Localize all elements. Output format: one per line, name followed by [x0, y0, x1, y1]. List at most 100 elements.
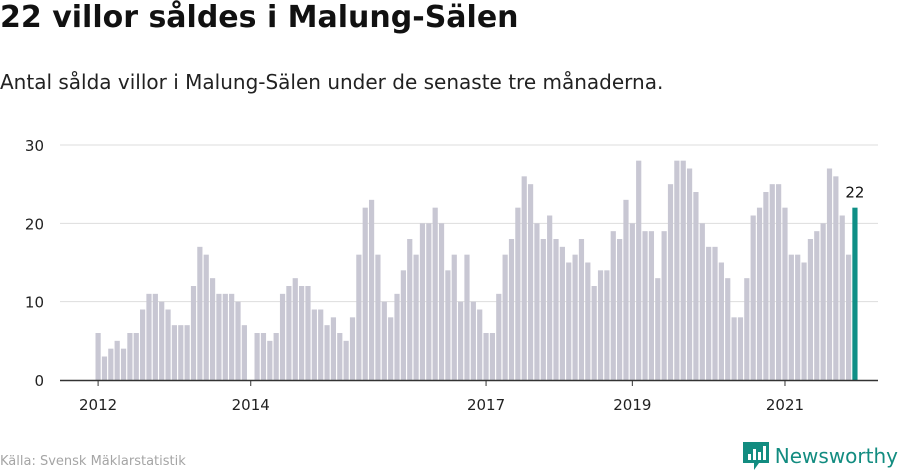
bar	[127, 333, 133, 380]
bar	[324, 325, 330, 380]
bar	[610, 231, 616, 380]
y-tick-label: 20	[25, 215, 44, 233]
bar	[502, 254, 508, 380]
bar	[737, 317, 744, 380]
bar	[833, 176, 839, 380]
bar	[190, 286, 197, 380]
bar	[254, 333, 260, 380]
bar	[273, 333, 279, 380]
bar	[483, 333, 489, 380]
bar	[553, 239, 559, 380]
x-tick-label: 2012	[79, 396, 117, 414]
bar	[661, 231, 667, 380]
bar	[311, 309, 317, 380]
bar	[413, 254, 419, 380]
bar	[108, 348, 114, 380]
bar	[814, 231, 820, 380]
bar	[330, 317, 337, 380]
bar	[337, 333, 343, 380]
bar	[521, 176, 527, 380]
bar	[839, 215, 845, 380]
bar	[623, 199, 629, 380]
bar	[788, 254, 794, 380]
bar	[750, 215, 756, 380]
bar	[451, 254, 457, 380]
bar	[159, 301, 165, 380]
bar	[547, 215, 553, 380]
bar	[171, 325, 178, 380]
bar	[426, 223, 432, 380]
bar	[807, 239, 814, 380]
x-tick-label: 2014	[232, 396, 270, 414]
bar	[845, 254, 852, 380]
bar	[184, 325, 190, 380]
bar	[477, 309, 483, 380]
bar	[496, 293, 502, 380]
bar	[706, 246, 712, 380]
bar	[292, 278, 298, 380]
x-tick-label: 2021	[766, 396, 804, 414]
bar	[356, 254, 362, 380]
bar	[572, 254, 578, 380]
bar	[419, 223, 426, 380]
bar	[114, 340, 120, 380]
bar	[782, 207, 788, 380]
bar	[470, 301, 476, 380]
bar	[731, 317, 737, 380]
bar	[400, 270, 406, 380]
bar	[776, 184, 782, 380]
bar	[642, 231, 648, 380]
bar	[209, 278, 216, 380]
bar	[629, 223, 635, 380]
bar	[235, 301, 241, 380]
bar	[636, 160, 642, 380]
bar	[362, 207, 368, 380]
bar	[756, 207, 763, 380]
bar	[216, 293, 222, 380]
bar	[152, 293, 158, 380]
bar	[101, 356, 108, 380]
highlight-bar	[852, 207, 858, 380]
bar	[299, 286, 305, 380]
bar	[260, 333, 267, 380]
bar	[725, 278, 731, 380]
source-note: Källa: Svensk Mäklarstatistik	[0, 454, 186, 469]
x-tick-label: 2017	[467, 396, 505, 414]
bar	[617, 239, 623, 380]
newsworthy-logo-icon	[742, 442, 769, 470]
bar	[229, 293, 235, 380]
bar	[388, 317, 394, 380]
bar	[458, 301, 464, 380]
brand-name: Newsworthy	[774, 444, 898, 468]
bar	[591, 286, 597, 380]
bar	[349, 317, 356, 380]
bar	[489, 333, 496, 380]
bar	[343, 340, 349, 380]
bar	[464, 254, 470, 380]
bar	[559, 246, 565, 380]
bar	[820, 223, 826, 380]
bar	[826, 168, 833, 380]
bar	[515, 207, 521, 380]
bar	[381, 301, 387, 380]
x-tick-label: 2019	[613, 396, 651, 414]
bar	[432, 207, 438, 380]
bar	[305, 286, 311, 380]
bar	[585, 262, 591, 380]
bar	[178, 325, 184, 380]
bar	[674, 160, 680, 380]
chart-title: 22 villor såldes i Malung-Sälen	[0, 0, 519, 35]
bar	[801, 262, 807, 380]
bar	[718, 262, 724, 380]
bar	[699, 223, 705, 380]
highlight-data-label: 22	[845, 184, 864, 202]
bar	[133, 333, 139, 380]
bar	[680, 160, 686, 380]
bar	[95, 333, 101, 380]
brand-logo: Newsworthy	[742, 442, 898, 470]
bar	[120, 348, 127, 380]
bar	[165, 309, 171, 380]
bar	[318, 309, 324, 380]
bar	[407, 239, 413, 380]
